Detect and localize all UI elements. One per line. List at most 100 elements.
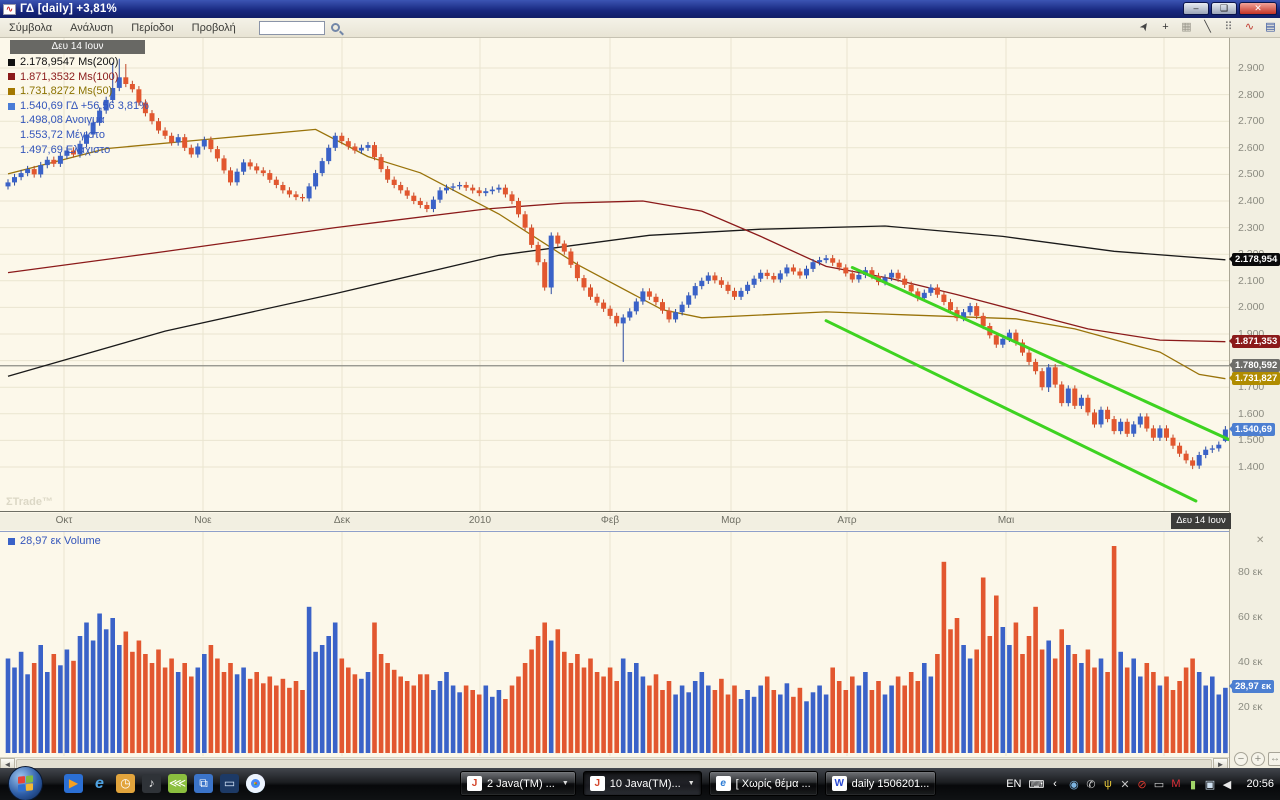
internet-explorer-icon[interactable]: e	[95, 775, 104, 792]
sound-waves-app-icon[interactable]: ⋘	[168, 774, 187, 793]
symbol-search-input[interactable]	[258, 20, 325, 35]
menu-periods[interactable]: Περίοδοι	[131, 21, 174, 34]
tray-chevron-icon[interactable]: ‹	[1053, 778, 1057, 790]
minimize-button[interactable]: –	[1183, 2, 1209, 15]
y-axis-tick: 2.100	[1238, 274, 1265, 287]
crosshair-date-box: Δευ 14 Ιουν	[10, 40, 145, 54]
y-axis-tick: 1.400	[1238, 461, 1265, 473]
volume-icon[interactable]: ◀	[1222, 778, 1232, 791]
legend-swatch	[8, 73, 15, 81]
display-icon[interactable]: ▭	[1153, 778, 1165, 791]
music-app-icon[interactable]: ♪	[142, 774, 161, 793]
legend-swatch	[8, 87, 15, 95]
restore-button[interactable]: ❑	[1211, 2, 1237, 15]
java-icon: J	[467, 776, 482, 791]
wireless-icon[interactable]: ψ	[1104, 777, 1112, 790]
y-axis-tick: 2.600	[1238, 141, 1265, 154]
messenger-icon[interactable]: ◉	[1069, 778, 1079, 791]
price-chart[interactable]: Δευ 14 Ιουν 2.178,9547 Ms(200) 1.871,3532…	[0, 38, 1229, 512]
y-axis-tick: 2.800	[1238, 88, 1265, 101]
price-axis: ✕ − + ↔ 2.900 2.800 2.700 2.600 2.500 2.400 2.…	[1229, 38, 1280, 770]
y-axis-tick: 2.000	[1238, 301, 1265, 314]
phone-blocked-icon[interactable]: ✆	[1086, 778, 1096, 791]
watermark: ΣTrade™	[6, 496, 53, 508]
menu-bar: Σύμβολα Ανάλυση Περίοδοι Προβολή ➤ + ▦ ╲ ⠿ ∿ ▤	[0, 18, 1280, 38]
legend-text: 1.553,72 Μέγιστο	[20, 128, 105, 141]
legend-row: 1.871,3532 Ms(100)	[8, 70, 149, 85]
mcafee-icon[interactable]: M	[1171, 777, 1181, 790]
candlestick-chart-canvas[interactable]	[0, 38, 1229, 512]
legend-text: 1.871,3532 Ms(100)	[20, 70, 119, 83]
y-axis-tick: 2.300	[1238, 221, 1265, 234]
x-axis-label: Απρ	[837, 515, 857, 526]
clock: 20:56	[1246, 778, 1274, 790]
legend-row: 1.497,69 Ελάχιστο	[8, 143, 149, 158]
volume-close-icon[interactable]: ✕	[1256, 535, 1265, 546]
taskbar-button-label: daily 1506201...	[851, 777, 930, 790]
console-icon[interactable]: ▭	[220, 774, 239, 793]
price-marker: 28,97 εκ	[1229, 679, 1275, 693]
volume-legend-label: 28,97 εκ Volume	[20, 535, 101, 547]
crosshair-tool-icon[interactable]: +	[1162, 20, 1169, 33]
clock-app-icon[interactable]: ◷	[116, 774, 135, 793]
volume-chart[interactable]: 28,97 εκ Volume	[0, 531, 1229, 756]
chrome-icon[interactable]	[246, 774, 265, 793]
menu-symbols[interactable]: Σύμβολα	[9, 21, 53, 34]
start-button[interactable]	[8, 766, 43, 800]
remote-desktop-icon[interactable]: ⧉	[194, 774, 213, 793]
blocked-item-icon[interactable]: ⊘	[1137, 778, 1147, 791]
taskbar-button[interactable]: J 10 Java(TM)... ▼	[582, 771, 702, 796]
legend-row: 1.553,72 Μέγιστο	[8, 128, 149, 143]
menu-view[interactable]: Προβολή	[191, 21, 236, 34]
language-indicator[interactable]: EN	[1006, 778, 1022, 790]
power-plug-icon[interactable]: ▮	[1189, 778, 1196, 791]
volume-chart-canvas[interactable]	[0, 532, 1229, 756]
task-buttons: J 2 Java(TM) ... ▼ J 10 Java(TM)... ▼ e [ Χωρίς…	[460, 771, 937, 796]
internet-explorer-icon: e	[715, 776, 731, 791]
media-player-icon[interactable]: ▶	[64, 774, 83, 793]
java-icon: J	[589, 776, 605, 791]
legend-text: 1.731,8272 Ms(50)	[20, 85, 113, 98]
zoom-controls: − + ↔	[1234, 752, 1280, 766]
zoom-in-button[interactable]: +	[1251, 752, 1265, 766]
legend-row: 1.498,08 Ανοιγμα	[8, 113, 149, 128]
y-axis-tick: 2.700	[1238, 115, 1265, 128]
zoom-fit-button[interactable]: ↔	[1268, 752, 1280, 766]
x-axis-label: Νοε	[194, 515, 212, 526]
close-button[interactable]: ✕	[1239, 2, 1277, 15]
taskbar-button[interactable]: e [ Χωρίς θέμα ...	[708, 771, 818, 796]
legend-text: 1.498,08 Ανοιγμα	[20, 114, 105, 127]
chart-legend: 2.178,9547 Ms(200) 1.871,3532 Ms(100) 1.73…	[8, 55, 149, 157]
keyboard-icon[interactable]: ⌨	[1028, 778, 1045, 791]
legend-text: 2.178,9547 Ms(200)	[20, 56, 119, 68]
grid-tool-icon[interactable]: ▦	[1181, 21, 1192, 33]
network-icon[interactable]: ▣	[1204, 778, 1216, 791]
system-tray: EN ⌨ ‹ ◉ ✆ ψ ✕ ⊘ ▭ M ▮ ▣ ◀ 20:56	[1003, 768, 1274, 800]
save-icon[interactable]: ▤	[1265, 21, 1276, 33]
dropdown-caret-icon[interactable]: ▼	[687, 780, 695, 787]
x-axis: Οκτ Νοε Δεκ 2010 Φεβ Μαρ Απρ Μαι	[0, 513, 1229, 530]
chart-tool-icon[interactable]: ∿	[1244, 21, 1255, 33]
volume-legend-swatch	[8, 537, 15, 545]
offline-status-icon[interactable]: ✕	[1120, 778, 1130, 791]
price-marker: 1.871,353	[1229, 334, 1280, 348]
x-axis-label: Οκτ	[55, 515, 73, 526]
price-marker: 2.178,954	[1229, 252, 1280, 266]
x-axis-label: Δεκ	[333, 515, 351, 526]
dropdown-caret-icon[interactable]: ▼	[561, 780, 569, 787]
cursor-tool-icon[interactable]: ➤	[1137, 19, 1153, 35]
legend-swatch	[8, 58, 15, 66]
y-axis-tick: 2.400	[1238, 195, 1265, 207]
taskbar-button-label: 2 Java(TM) ...	[487, 777, 555, 790]
x-axis-label: Μαρ	[721, 515, 741, 526]
volume-axis-tick: 60 εκ	[1238, 611, 1263, 623]
zoom-out-button[interactable]: −	[1234, 752, 1248, 766]
menu-analysis[interactable]: Ανάλυση	[70, 21, 114, 34]
legend-row: 2.178,9547 Ms(200)	[8, 55, 149, 70]
trendline-tool-icon[interactable]: ╲	[1204, 21, 1211, 33]
taskbar-button[interactable]: J 2 Java(TM) ... ▼	[460, 771, 576, 796]
window-title: ΓΔ [daily] +3,81%	[20, 3, 117, 15]
dots-tool-icon[interactable]: ⠿	[1224, 21, 1233, 33]
search-icon[interactable]	[330, 23, 340, 32]
